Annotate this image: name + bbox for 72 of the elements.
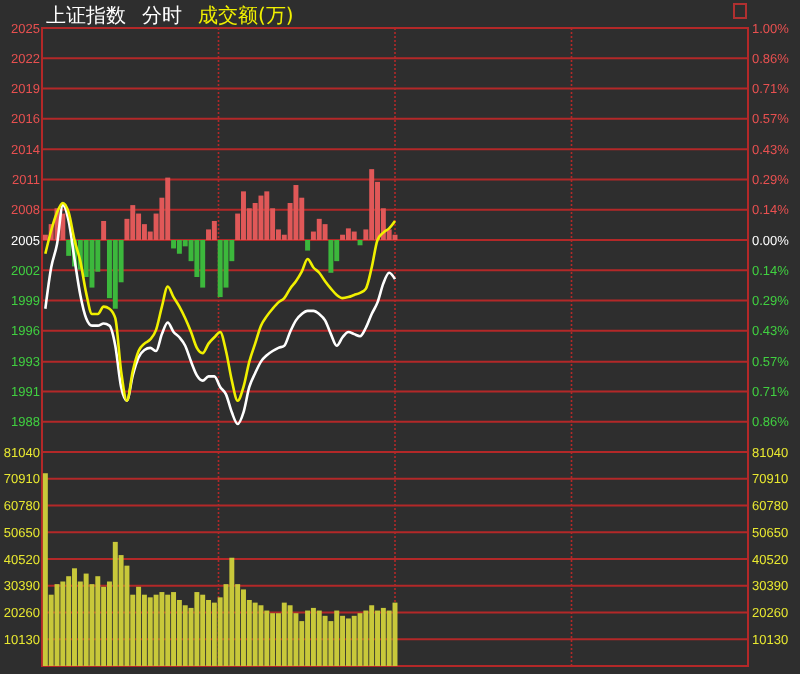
bar — [369, 169, 375, 240]
bar — [229, 557, 235, 666]
bar — [357, 613, 363, 666]
bar — [345, 228, 351, 240]
bar — [252, 202, 258, 240]
bar — [369, 605, 375, 666]
bar — [130, 205, 136, 240]
bar — [165, 177, 171, 240]
bar — [258, 605, 264, 666]
bar — [252, 602, 258, 666]
bar — [345, 618, 351, 666]
bar — [176, 240, 182, 254]
bar — [159, 592, 165, 666]
bar — [112, 541, 118, 666]
bar — [206, 229, 211, 240]
bar — [241, 191, 246, 240]
bar — [72, 568, 77, 666]
bar — [334, 610, 340, 666]
bar — [206, 599, 211, 666]
bar — [310, 607, 316, 666]
bar — [182, 605, 188, 666]
bar — [316, 610, 322, 666]
bar — [60, 581, 66, 666]
chart-title: 上证指数 — [46, 4, 126, 28]
bar — [112, 240, 118, 309]
bar — [380, 607, 386, 666]
bar — [340, 234, 346, 240]
bar — [136, 213, 142, 240]
bar — [375, 610, 380, 666]
bar — [264, 610, 270, 666]
bar — [171, 240, 177, 249]
bar — [305, 610, 311, 666]
bar — [363, 610, 369, 666]
bar — [171, 592, 177, 666]
bar — [386, 610, 392, 666]
bar — [211, 602, 217, 666]
bar — [66, 576, 72, 666]
bar — [328, 240, 334, 273]
bar — [211, 220, 217, 240]
bar — [351, 615, 357, 666]
bar — [83, 573, 89, 666]
bar — [241, 589, 246, 666]
bar — [281, 602, 287, 666]
bar — [264, 191, 270, 240]
bar — [322, 224, 328, 240]
bar — [258, 195, 264, 240]
bar — [293, 185, 299, 240]
bar — [194, 592, 200, 666]
bar — [322, 615, 328, 666]
bar — [200, 240, 206, 288]
bar — [200, 594, 206, 666]
bar — [42, 473, 48, 666]
bar — [101, 220, 107, 240]
bar — [316, 218, 322, 240]
bar — [95, 576, 101, 666]
bar — [153, 594, 159, 666]
bar — [340, 615, 346, 666]
bar — [351, 231, 357, 240]
bar — [270, 613, 276, 666]
bar — [287, 605, 293, 666]
bar — [217, 240, 223, 298]
chart-subtitle: 分时 — [142, 4, 182, 28]
bar — [147, 597, 153, 666]
bar — [293, 613, 299, 666]
bar — [89, 240, 95, 288]
text: 成交额(万) — [198, 4, 294, 28]
bar — [136, 586, 142, 666]
bar — [176, 599, 182, 666]
bar — [305, 240, 311, 251]
bar — [165, 594, 171, 666]
bar — [357, 240, 363, 246]
bar — [141, 594, 147, 666]
